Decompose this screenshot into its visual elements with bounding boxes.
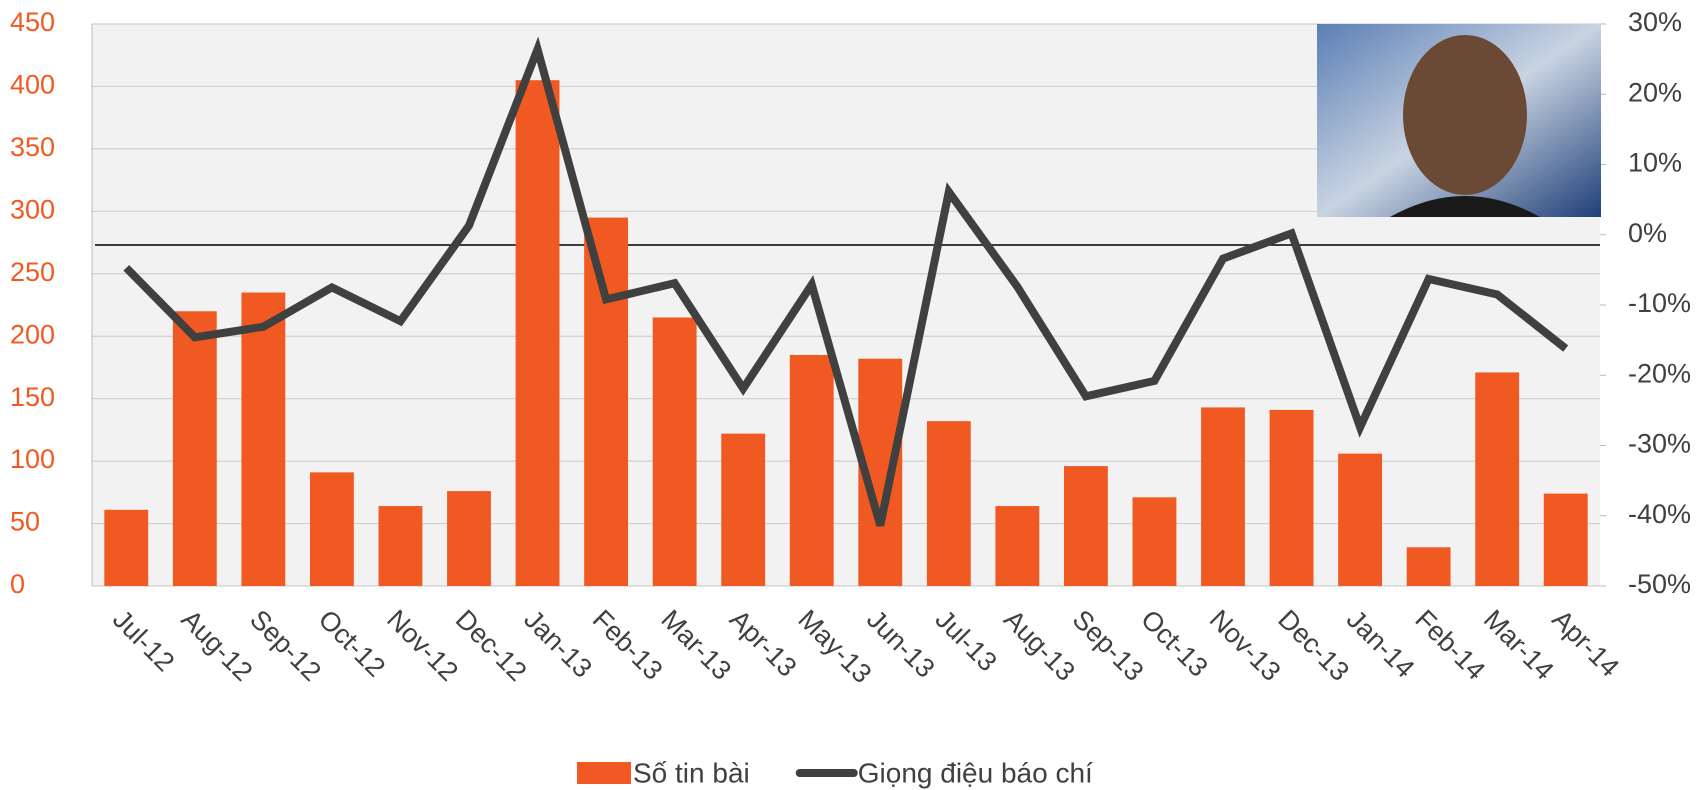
y2-tick-label: -40% [1628, 499, 1691, 529]
y2-tick-label: 10% [1628, 148, 1682, 178]
x-tick-label: Apr-14 [1546, 604, 1625, 683]
y-tick-label: 250 [10, 257, 55, 287]
x-tick-label: Jan-14 [1341, 604, 1421, 684]
bar [1064, 466, 1108, 586]
bar [721, 434, 765, 586]
x-tick-label: May-13 [792, 604, 877, 689]
y2-tick-label: -50% [1628, 569, 1691, 599]
bar [1270, 410, 1314, 586]
x-tick-label: Dec-13 [1272, 604, 1355, 687]
bar [653, 317, 697, 586]
bar [790, 355, 834, 586]
x-tick-label: Oct-12 [313, 604, 392, 683]
bar [927, 421, 971, 586]
x-tick-label: Aug-12 [176, 604, 259, 687]
bar [584, 218, 628, 586]
x-tick-label: Feb-13 [587, 604, 669, 686]
bar [1475, 372, 1519, 586]
bar [1338, 454, 1382, 586]
bar [173, 311, 217, 586]
legend-label: Số tin bài [633, 757, 750, 788]
x-tick-label: Dec-12 [450, 604, 533, 687]
y-tick-label: 200 [10, 319, 55, 349]
y2-tick-label: 0% [1628, 218, 1667, 248]
bar [1133, 497, 1177, 586]
bar [1201, 407, 1245, 586]
x-tick-label: Oct-13 [1135, 604, 1214, 683]
x-tick-label: Mar-14 [1478, 604, 1560, 686]
chart: Số tin bài Giọng điệu báo chí 0 50 100 150 20… [0, 0, 1707, 790]
y-tick-label: 400 [10, 70, 55, 100]
x-tick-label: Apr-13 [724, 604, 803, 683]
x-tick-label: Jan-13 [518, 604, 598, 684]
y2-tick-label: 20% [1628, 77, 1682, 107]
x-tick-label: Aug-13 [998, 604, 1081, 687]
bar [516, 80, 560, 586]
y-tick-label: 350 [10, 132, 55, 162]
bar [379, 506, 423, 586]
x-tick-label: Feb-14 [1409, 604, 1491, 686]
y-tick-label: 450 [10, 7, 55, 37]
x-tick-label: Sep-13 [1067, 604, 1150, 687]
bar [447, 491, 491, 586]
x-tick-label: Nov-13 [1204, 604, 1287, 687]
legend-label: Giọng điệu báo chí [858, 757, 1093, 788]
y-tick-label: 50 [10, 507, 40, 537]
bar [104, 510, 148, 586]
y-tick-label: 0 [10, 569, 25, 599]
x-tick-label: Sep-12 [244, 604, 327, 687]
y-tick-label: 300 [10, 194, 55, 224]
bar [1407, 547, 1451, 586]
y2-tick-label: -30% [1628, 429, 1691, 459]
y-tick-label: 100 [10, 444, 55, 474]
y2-tick-label: -20% [1628, 358, 1691, 388]
bar [241, 293, 285, 586]
y2-tick-label: 30% [1628, 7, 1682, 37]
x-tick-label: Jul-12 [107, 604, 180, 677]
bar [1544, 494, 1588, 586]
y-tick-label: 150 [10, 382, 55, 412]
x-tick-label: Nov-12 [381, 604, 464, 687]
x-tick-label: Mar-13 [655, 604, 737, 686]
y2-tick-label: -10% [1628, 288, 1691, 318]
x-tick-label: Jul-13 [930, 604, 1003, 677]
photo [1317, 24, 1601, 217]
legend-swatch [577, 762, 631, 784]
bar [310, 472, 354, 586]
bar [995, 506, 1039, 586]
